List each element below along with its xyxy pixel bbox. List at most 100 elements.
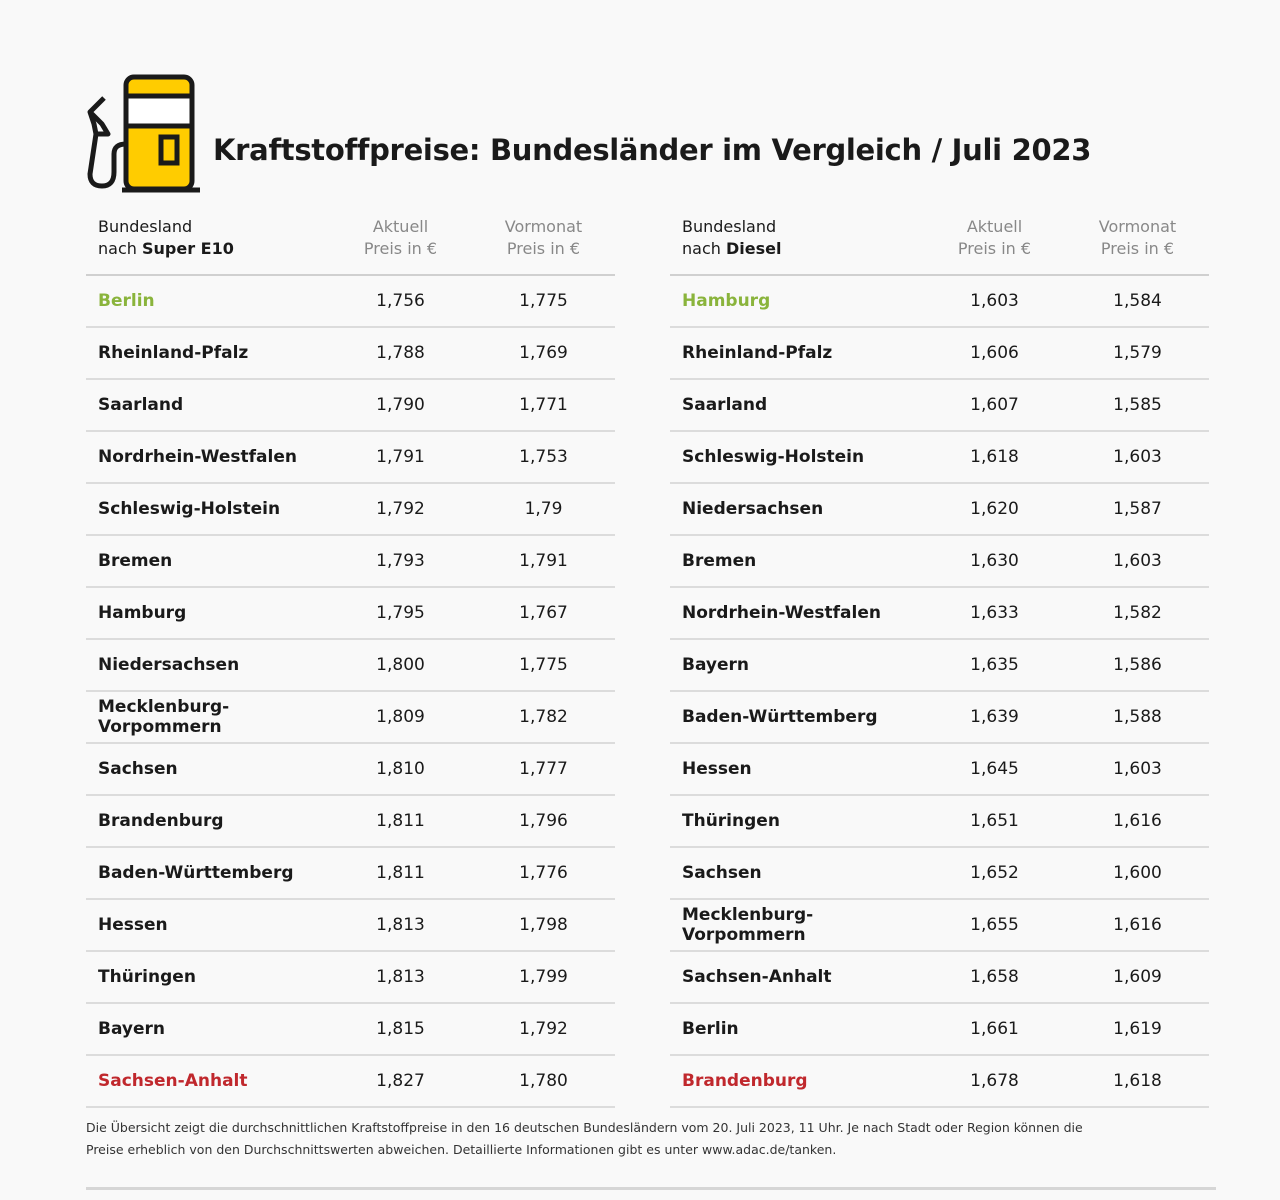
current-price: 1,793 (376, 551, 425, 571)
previous-price: 1,782 (519, 707, 568, 727)
previous-price: 1,609 (1113, 967, 1162, 987)
header-fuel-label: nach Diesel (682, 238, 923, 260)
state-name: Bayern (682, 655, 750, 675)
table-row: Baden-Württemberg 1,639 1,588 (670, 692, 1209, 744)
table-row: Berlin 1,756 1,775 (86, 276, 615, 328)
bottom-divider (86, 1187, 1216, 1190)
header-unit: Preis in € (1100, 239, 1175, 258)
state-name: Niedersachsen (682, 499, 824, 519)
state-name: Bayern (98, 1019, 166, 1039)
table-row: Sachsen-Anhalt 1,827 1,780 (86, 1056, 615, 1108)
current-price: 1,815 (376, 1019, 425, 1039)
state-name: Brandenburg (98, 811, 224, 831)
previous-price: 1,582 (1113, 603, 1162, 623)
previous-price: 1,799 (519, 967, 568, 987)
previous-price: 1,603 (1113, 447, 1162, 467)
current-price: 1,811 (376, 811, 425, 831)
previous-column-header: Vormonat Preis in € (1066, 216, 1209, 274)
footnote-line-1: Die Übersicht zeigt die durchschnittlich… (86, 1120, 1083, 1135)
table-row: Bremen 1,793 1,791 (86, 536, 615, 588)
previous-price: 1,79 (524, 499, 563, 519)
previous-price: 1,587 (1113, 499, 1162, 519)
previous-price: 1,767 (519, 603, 568, 623)
current-price: 1,618 (970, 447, 1019, 467)
state-name: Sachsen (98, 759, 178, 779)
current-price: 1,827 (376, 1071, 425, 1091)
state-column-header: Bundesland nach Super E10 (86, 216, 329, 274)
header-label: Bundesland (682, 217, 777, 236)
table-row: Brandenburg 1,678 1,618 (670, 1056, 1209, 1108)
previous-price: 1,792 (519, 1019, 568, 1039)
header-unit: Preis in € (363, 239, 438, 258)
state-name: Saarland (682, 395, 768, 415)
table-row: Schleswig-Holstein 1,618 1,603 (670, 432, 1209, 484)
current-column-header: Aktuell Preis in € (329, 216, 472, 274)
state-name: Mecklenburg-Vorpommern (98, 697, 230, 737)
state-name: Berlin (682, 1019, 739, 1039)
previous-price: 1,776 (519, 863, 568, 883)
current-price: 1,652 (970, 863, 1019, 883)
table-row: Saarland 1,790 1,771 (86, 380, 615, 432)
previous-price: 1,780 (519, 1071, 568, 1091)
table-row: Rheinland-Pfalz 1,788 1,769 (86, 328, 615, 380)
fuel-pump-icon (87, 74, 200, 193)
table-row: Schleswig-Holstein 1,792 1,79 (86, 484, 615, 536)
table-row: Niedersachsen 1,620 1,587 (670, 484, 1209, 536)
previous-price: 1,616 (1113, 915, 1162, 935)
state-name: Hamburg (682, 291, 771, 311)
current-price: 1,809 (376, 707, 425, 727)
current-price: 1,661 (970, 1019, 1019, 1039)
current-price: 1,813 (376, 915, 425, 935)
table-row: Mecklenburg-Vorpommern 1,655 1,616 (670, 900, 1209, 952)
header-fuel-label: nach Super E10 (98, 238, 329, 260)
table-row: Hamburg 1,795 1,767 (86, 588, 615, 640)
state-name: Baden-Württemberg (98, 863, 294, 883)
previous-price: 1,777 (519, 759, 568, 779)
table-row: Bremen 1,630 1,603 (670, 536, 1209, 588)
state-name: Thüringen (682, 811, 780, 831)
table-row: Sachsen 1,652 1,600 (670, 848, 1209, 900)
header-fuel: Diesel (725, 239, 782, 258)
table-row: Hamburg 1,603 1,584 (670, 276, 1209, 328)
state-name: Mecklenburg-Vorpommern (682, 905, 814, 945)
current-price: 1,607 (970, 395, 1019, 415)
previous-price: 1,775 (519, 291, 568, 311)
previous-price: 1,603 (1113, 759, 1162, 779)
table-row: Sachsen 1,810 1,777 (86, 744, 615, 796)
current-price: 1,658 (970, 967, 1019, 987)
state-name: Sachsen-Anhalt (98, 1071, 248, 1091)
current-price: 1,756 (376, 291, 425, 311)
state-name: Bremen (98, 551, 173, 571)
current-price: 1,788 (376, 343, 425, 363)
footnote-line-2: Preise erheblich von den Durchschnittswe… (86, 1142, 837, 1157)
state-name: Brandenburg (682, 1071, 808, 1091)
current-price: 1,635 (970, 655, 1019, 675)
table-header: Bundesland nach Super E10 Aktuell Preis … (86, 216, 615, 276)
current-column-header: Aktuell Preis in € (923, 216, 1066, 274)
table-row: Baden-Württemberg 1,811 1,776 (86, 848, 615, 900)
previous-column-header: Vormonat Preis in € (472, 216, 615, 274)
state-name: Hessen (682, 759, 752, 779)
diesel-table: Bundesland nach Diesel Aktuell Preis in … (670, 216, 1209, 1108)
table-row: Hessen 1,813 1,798 (86, 900, 615, 952)
previous-price: 1,753 (519, 447, 568, 467)
state-name: Schleswig-Holstein (98, 499, 281, 519)
state-name: Niedersachsen (98, 655, 240, 675)
current-price: 1,810 (376, 759, 425, 779)
table-row: Bayern 1,635 1,586 (670, 640, 1209, 692)
state-name: Berlin (98, 291, 155, 311)
table-row: Hessen 1,645 1,603 (670, 744, 1209, 796)
current-price: 1,639 (970, 707, 1019, 727)
state-name: Hessen (98, 915, 168, 935)
state-name: Nordrhein-Westfalen (98, 447, 297, 467)
current-price: 1,795 (376, 603, 425, 623)
state-name: Saarland (98, 395, 184, 415)
previous-price: 1,798 (519, 915, 568, 935)
previous-price: 1,579 (1113, 343, 1162, 363)
previous-price: 1,586 (1113, 655, 1162, 675)
header-prefix: nach (98, 239, 142, 258)
state-name: Thüringen (98, 967, 196, 987)
table-row: Thüringen 1,813 1,799 (86, 952, 615, 1004)
current-price: 1,800 (376, 655, 425, 675)
header-label: Bundesland (98, 217, 193, 236)
